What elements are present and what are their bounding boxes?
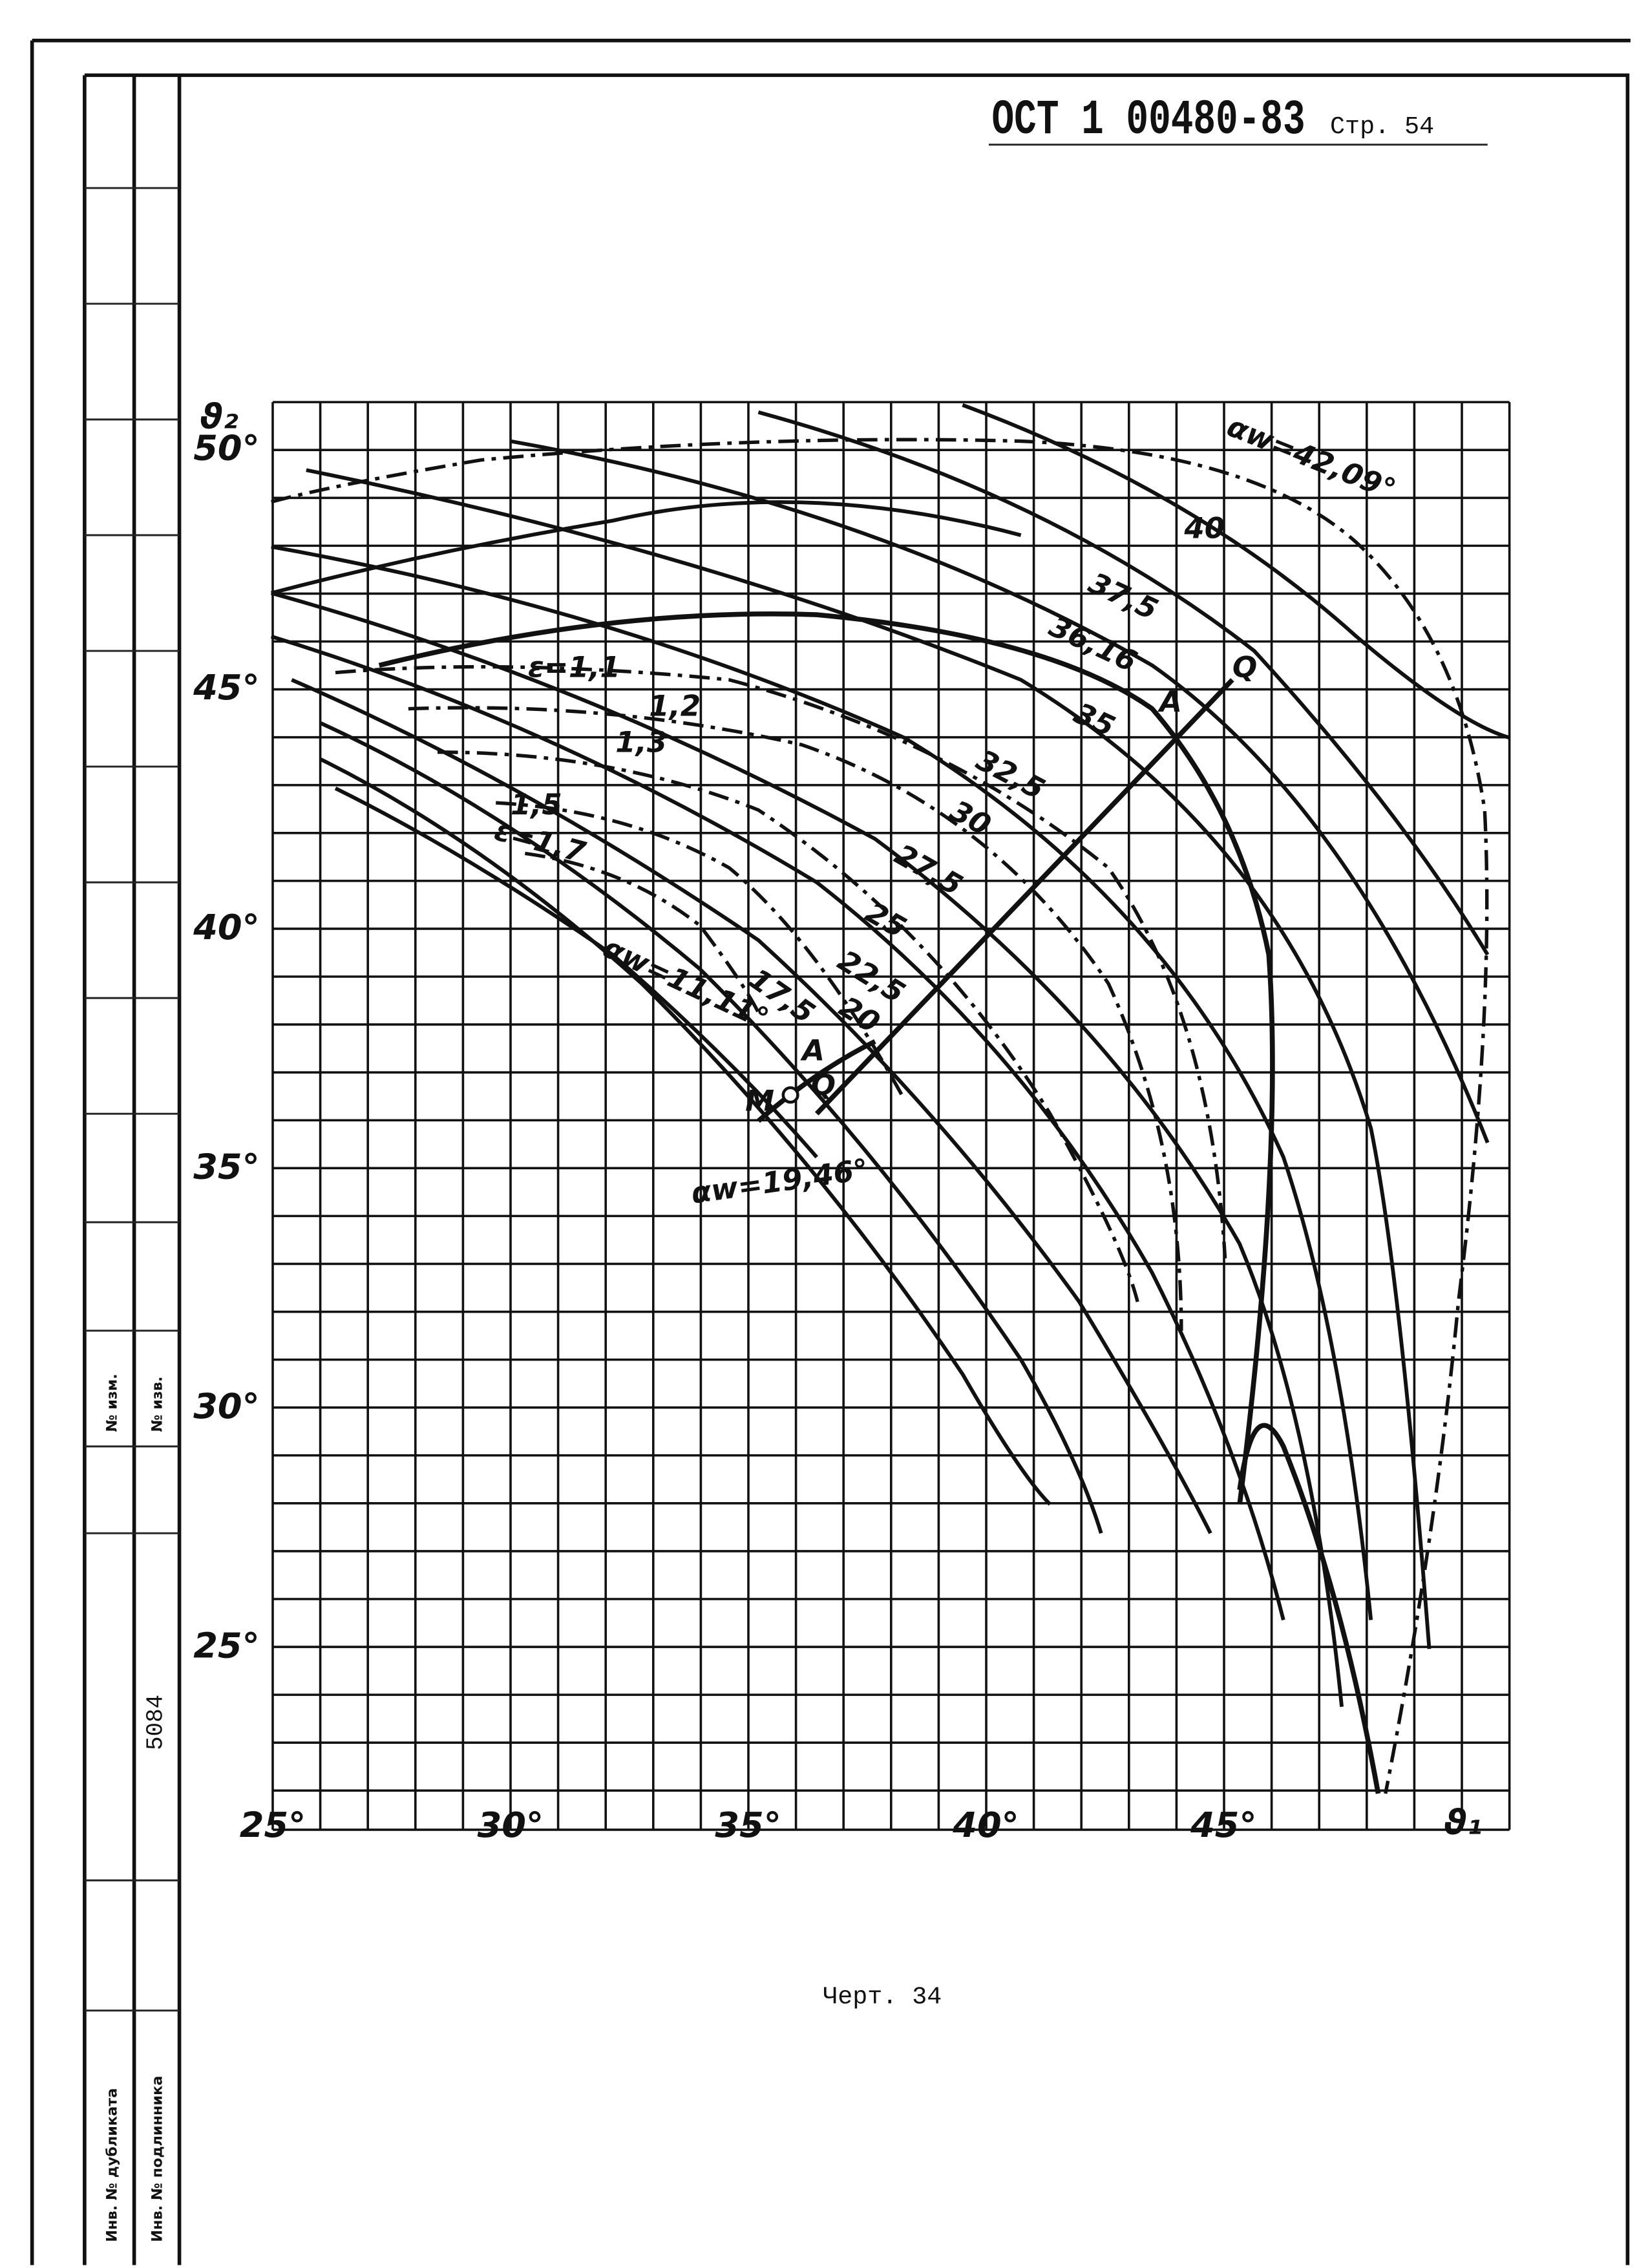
line-art — [1237, 1423, 1381, 1794]
stamp-original: Инв. № подлинника — [149, 2076, 165, 2242]
line-art — [437, 750, 1139, 1302]
standard-code: ОСТ 1 00480-83 — [992, 92, 1305, 148]
x-tick-label: 35° — [715, 1805, 781, 1845]
caption: Черт. 34 — [823, 1984, 942, 2011]
line-art — [496, 801, 906, 1101]
stamp-duplicate: Инв. № дубликата — [103, 2088, 120, 2242]
x-axis-label: ϑ₁ — [1444, 1802, 1482, 1843]
line-art — [525, 851, 760, 1013]
line-art — [510, 439, 1490, 1143]
line-art — [814, 678, 1234, 1116]
line-art — [962, 403, 1510, 740]
stamp-change: № изм. — [103, 1373, 120, 1432]
line-art — [408, 706, 1183, 1331]
line-art — [270, 634, 1285, 1621]
x-tick-label: 25° — [240, 1805, 306, 1845]
y-ticks: 50° 45° 40° 35° 30° 25° — [193, 428, 259, 1666]
line-art — [270, 591, 1344, 1707]
page-number: Стр. 54 — [1330, 113, 1434, 141]
line-art — [320, 758, 1051, 1506]
eps-label: ε=1,1 — [528, 650, 620, 684]
point-label: Q — [811, 1068, 836, 1102]
eps-label: 1,5 — [511, 787, 562, 821]
curve-label: 36,16 — [1044, 609, 1143, 679]
curve-label: 37,5 — [1084, 566, 1163, 626]
point-label: A — [800, 1033, 825, 1068]
x-tick-label: 30° — [478, 1805, 544, 1845]
y-axis-label: ϑ₂ — [200, 396, 238, 437]
line-art — [271, 438, 1489, 1794]
point-marker — [781, 1086, 799, 1104]
eps-label: 1,3 — [615, 725, 667, 759]
y-tick-label: 25° — [193, 1626, 259, 1666]
line-art — [84, 187, 180, 2012]
y-tick-label: 35° — [193, 1147, 259, 1187]
point-label: Q — [1232, 650, 1257, 684]
y-tick-label: 45° — [193, 667, 259, 708]
line-art — [306, 468, 1431, 1649]
y-tick-label: 30° — [193, 1386, 259, 1426]
line-art — [756, 1039, 876, 1123]
curves — [270, 403, 1510, 1794]
line-art — [335, 664, 1227, 1259]
line-art — [83, 73, 1630, 2265]
grid — [271, 401, 1511, 1831]
line-art — [757, 410, 1490, 956]
curve-label: 30 — [945, 793, 997, 842]
line-art — [30, 38, 1631, 2265]
curve-label: 40 — [1183, 511, 1225, 546]
line-art — [334, 787, 818, 1159]
curve-label: αw=42,09° — [1222, 409, 1400, 507]
x-ticks: 25° 30° 35° 40° 45° — [240, 1805, 1257, 1845]
point-label: A — [1157, 684, 1182, 719]
stamp-notice: № изв. — [149, 1376, 165, 1432]
curve-label: 27,5 — [889, 837, 969, 902]
curve-label: 25 — [860, 895, 912, 945]
eps-label: 1,2 — [649, 689, 701, 723]
line-art — [378, 611, 1275, 1505]
frame — [30, 38, 1631, 2265]
y-tick-label: 50° — [193, 428, 259, 469]
y-tick-label: 40° — [193, 907, 259, 948]
line-art — [270, 500, 1022, 595]
x-tick-label: 40° — [952, 1805, 1019, 1845]
x-tick-label: 45° — [1190, 1805, 1256, 1845]
line-art — [320, 721, 1103, 1534]
line-art — [271, 545, 1373, 1620]
point-label: M — [745, 1084, 774, 1118]
stamp-number: 5084 — [142, 1695, 169, 1750]
